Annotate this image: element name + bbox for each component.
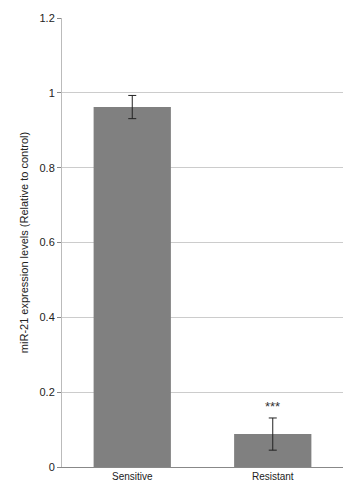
svg-text:0.4: 0.4 (40, 311, 55, 323)
svg-text:1: 1 (49, 87, 55, 99)
svg-text:miR-21 expression levels (Rela: miR-21 expression levels (Relative to co… (18, 132, 30, 353)
svg-text:***: *** (265, 399, 280, 414)
svg-text:0.6: 0.6 (40, 236, 55, 248)
svg-text:Resistant: Resistant (252, 471, 294, 482)
svg-text:0: 0 (49, 461, 55, 473)
svg-text:1.2: 1.2 (40, 12, 55, 24)
svg-text:0.8: 0.8 (40, 162, 55, 174)
svg-text:Sensitive: Sensitive (112, 471, 153, 482)
svg-text:0.2: 0.2 (40, 386, 55, 398)
